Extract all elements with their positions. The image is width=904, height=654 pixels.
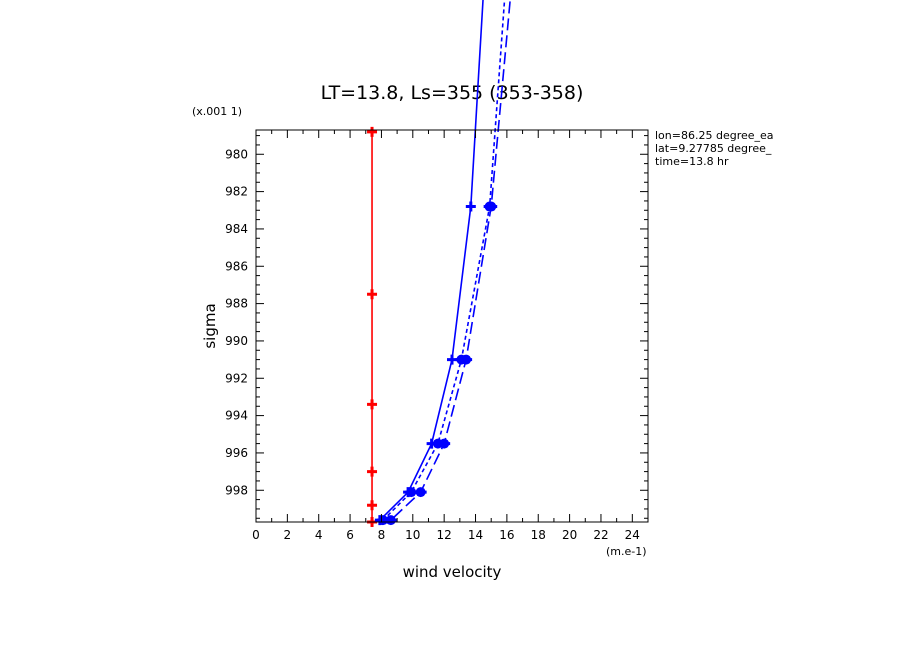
x-tick-label: 8	[378, 528, 386, 542]
series-layer	[367, 0, 511, 527]
series-line-3	[390, 0, 511, 521]
y-tick-label: 996	[225, 446, 248, 460]
y-tick-label: 984	[225, 222, 248, 236]
data-point-plus	[447, 354, 457, 365]
y-tick-label: 998	[225, 483, 248, 497]
y-tick-label: 992	[225, 371, 248, 385]
info-lat: lat=9.27785 degree_	[655, 142, 772, 155]
y-unit-label: (x.001 1)	[192, 105, 242, 118]
y-tick-label: 994	[225, 409, 248, 423]
x-axis-label: wind velocity	[403, 563, 502, 581]
y-tick-label: 982	[225, 185, 248, 199]
y-axis-label: sigma	[201, 303, 219, 348]
data-point-plus	[367, 289, 378, 300]
x-tick-label: 0	[252, 528, 260, 542]
y-tick-label: 988	[225, 297, 248, 311]
x-tick-label: 2	[284, 528, 292, 542]
x-tick-label: 18	[531, 528, 546, 542]
x-tick-label: 10	[405, 528, 420, 542]
x-tick-label: 14	[468, 528, 483, 542]
y-tick-label: 980	[225, 147, 248, 161]
series-line-1	[379, 0, 484, 521]
info-lon: lon=86.25 degree_ea	[655, 129, 774, 142]
x-tick-label: 12	[437, 528, 452, 542]
data-point-plus	[367, 500, 378, 511]
x-unit-label: (m.e-1)	[606, 545, 647, 558]
series-line-2	[382, 0, 506, 521]
x-tick-label: 22	[593, 528, 608, 542]
x-tick-label: 16	[499, 528, 514, 542]
y-tick-label: 986	[225, 259, 248, 273]
chart-title: LT=13.8, Ls=355 (353-358)	[321, 82, 584, 104]
data-point-plus	[367, 466, 378, 477]
data-point-plus	[367, 399, 378, 410]
info-time: time=13.8 hr	[655, 155, 729, 168]
x-tick-label: 24	[625, 528, 640, 542]
y-tick-label: 990	[225, 334, 248, 348]
x-tick-label: 4	[315, 528, 323, 542]
plot-frame	[255, 129, 649, 523]
x-tick-label: 20	[562, 528, 577, 542]
data-point-plus	[367, 126, 378, 137]
axes-layer: 0 2 4 6 8 10 12 14 16 18 20 22 249809829849869889909…	[225, 129, 649, 542]
data-point-plus	[465, 201, 476, 212]
x-tick-label: 6	[346, 528, 354, 542]
